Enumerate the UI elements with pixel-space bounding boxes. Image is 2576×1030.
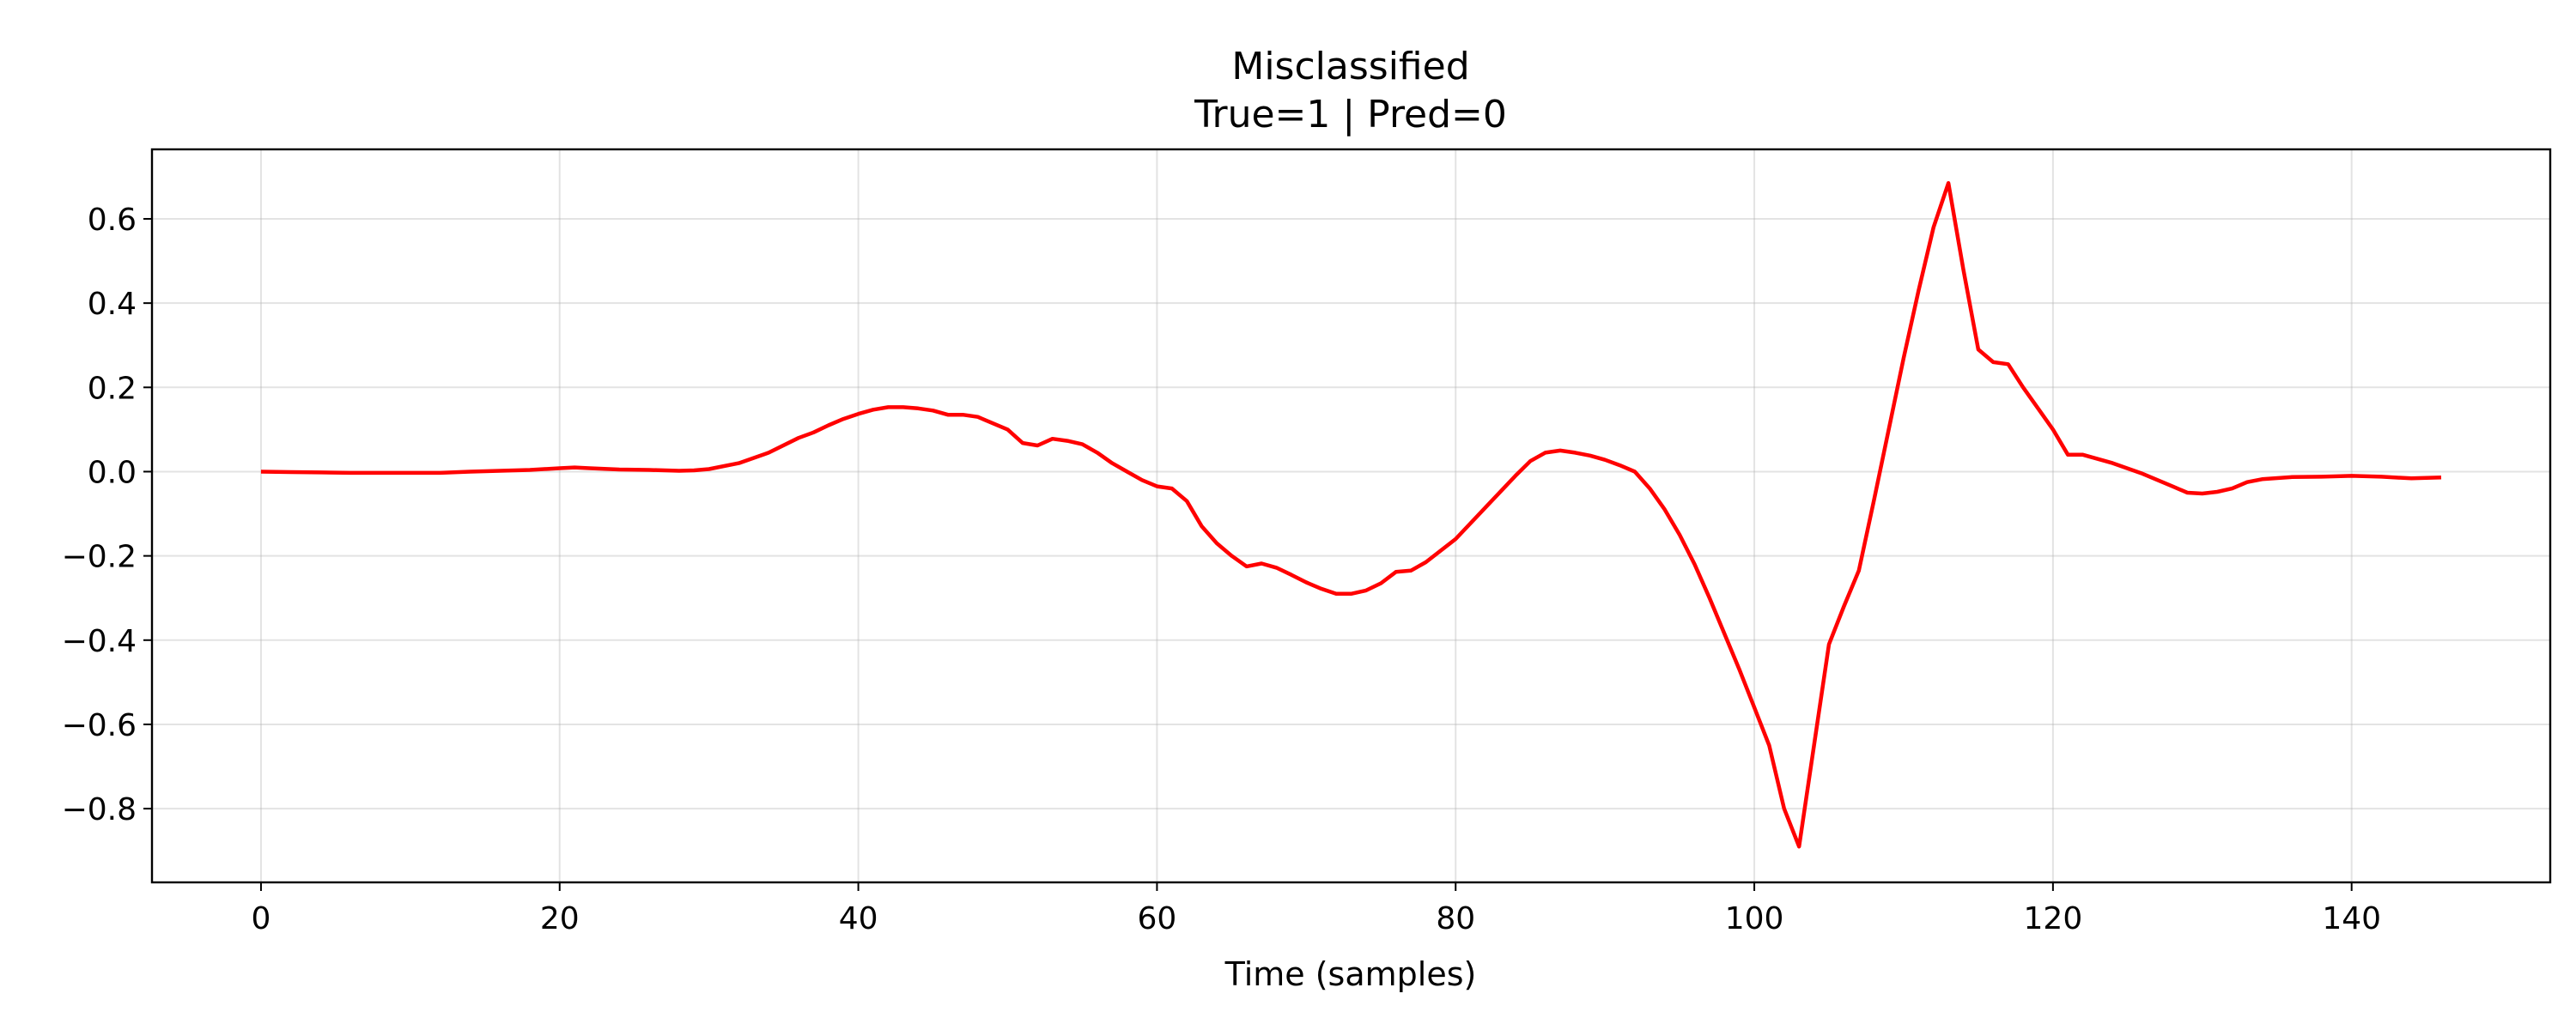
axes-frame bbox=[150, 148, 2552, 884]
x-tick-label: 100 bbox=[1725, 901, 1784, 936]
y-tick-label: −0.4 bbox=[62, 624, 137, 659]
x-tick-label: 60 bbox=[1138, 901, 1177, 936]
y-tick-label: −0.8 bbox=[62, 792, 137, 827]
x-tick-label: 40 bbox=[839, 901, 878, 936]
x-axis-label: Time (samples) bbox=[1224, 955, 1477, 993]
y-axis: −0.8 −0.6 −0.4 −0.2 0.0 0.2 0.4 0.6 bbox=[62, 203, 152, 827]
x-tick-label: 0 bbox=[252, 901, 271, 936]
chart-subtitle: True=1 | Pred=0 bbox=[1194, 93, 1507, 136]
y-tick-label: 0.6 bbox=[88, 203, 137, 238]
x-tick-label: 80 bbox=[1436, 901, 1475, 936]
y-tick-label: 0.4 bbox=[88, 287, 137, 322]
y-tick-label: 0.0 bbox=[88, 455, 137, 490]
chart-title: Misclassified bbox=[1231, 45, 1469, 88]
x-axis: 0 20 40 60 80 100 120 140 bbox=[252, 882, 2381, 936]
grid bbox=[152, 149, 2550, 882]
x-tick-label: 140 bbox=[2322, 901, 2381, 936]
y-tick-label: −0.2 bbox=[62, 540, 137, 575]
x-tick-label: 120 bbox=[2024, 901, 2083, 936]
x-tick-label: 20 bbox=[540, 901, 580, 936]
y-tick-label: 0.2 bbox=[88, 371, 137, 406]
series-line bbox=[260, 181, 2442, 849]
y-tick-label: −0.6 bbox=[62, 708, 137, 743]
plot-area bbox=[260, 181, 2442, 849]
